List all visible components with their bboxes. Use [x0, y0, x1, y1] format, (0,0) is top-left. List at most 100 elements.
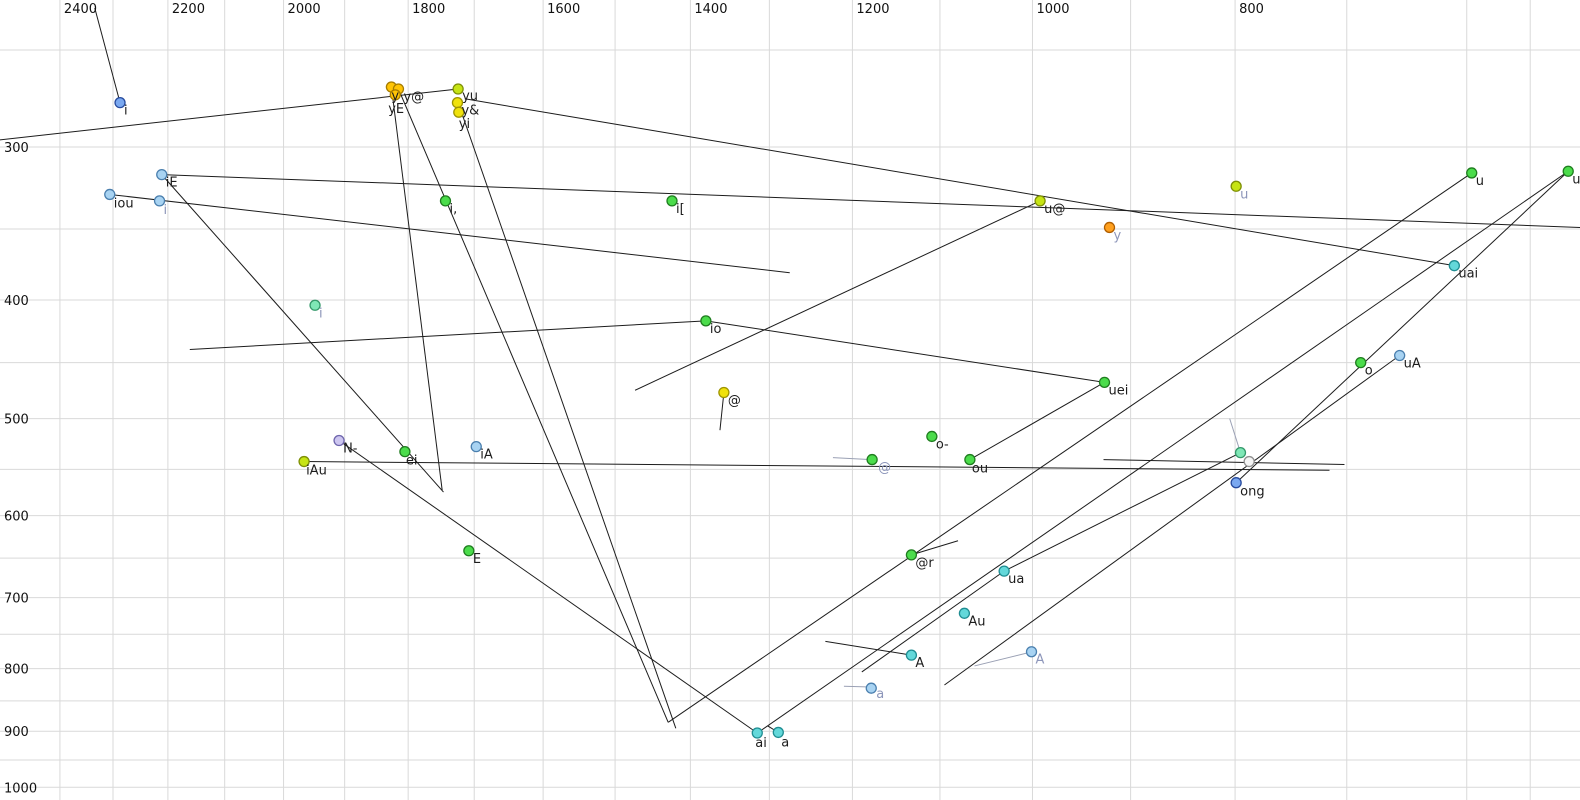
x-axis-tick-label: 2000: [288, 2, 321, 17]
trajectory-line: [825, 640, 912, 656]
trajectory-line-gray: [843, 685, 867, 688]
vowel-point-marker[interactable]: [866, 453, 878, 466]
x-axis-tick-label: 800: [1239, 2, 1264, 17]
vowel-point-marker[interactable]: [1394, 349, 1406, 362]
vowel-point-marker[interactable]: [399, 445, 411, 458]
vowel-point-marker[interactable]: [700, 315, 712, 327]
vowel-point-marker[interactable]: [470, 440, 482, 453]
vowel-point-label: o: [1365, 364, 1373, 379]
vowel-point-label: A: [1036, 653, 1045, 668]
vowel-point-marker[interactable]: [389, 89, 401, 101]
vowel-point-marker[interactable]: [1466, 167, 1478, 179]
trajectory-line: [0, 88, 459, 141]
vowel-point-label: y: [391, 89, 399, 104]
vowel-point-label: ua: [1008, 572, 1024, 587]
x-axis-tick-label: 1800: [412, 2, 445, 17]
vowel-point-marker[interactable]: [1098, 376, 1111, 388]
vowel-point-label: yi: [459, 117, 470, 132]
vowel-point-marker[interactable]: [998, 565, 1010, 577]
x-axis-tick-label: 2200: [172, 2, 205, 17]
vowel-point-marker[interactable]: [865, 682, 877, 694]
y-axis-tick-label: 900: [4, 725, 29, 740]
trajectory-line: [861, 570, 1005, 673]
vowel-point-marker[interactable]: [958, 607, 971, 619]
vowel-point-label: i: [319, 306, 323, 321]
vowel-point-marker[interactable]: [114, 97, 126, 109]
vowel-point-marker[interactable]: [718, 386, 730, 399]
x-axis-tick-label: 1600: [547, 2, 580, 17]
vowel-point-label: y: [1113, 228, 1121, 243]
vowel-point-marker[interactable]: [964, 453, 976, 466]
vowel-point-label: yu: [462, 89, 478, 104]
vowel-point-label: N-: [343, 442, 358, 457]
vowel-point-marker[interactable]: [1230, 477, 1242, 489]
vowel-point-label: i,: [449, 202, 457, 217]
vowel-point-marker[interactable]: [1103, 221, 1116, 234]
vowel-point-marker[interactable]: [463, 545, 475, 557]
vowel-point-marker[interactable]: [333, 434, 345, 447]
vowel-point-label: y@: [403, 90, 424, 105]
vowel-point-marker[interactable]: [1562, 165, 1574, 177]
vowel-point-label: iA: [480, 448, 493, 463]
vowel-point-marker[interactable]: [905, 649, 918, 661]
vowel-point-label: io: [710, 322, 722, 337]
vowel-point-label: u: [1476, 174, 1484, 189]
trajectory-line: [161, 174, 444, 493]
vowel-point-marker[interactable]: [666, 195, 678, 207]
trajectory-line: [189, 320, 706, 350]
vowel-point-label: u@: [1044, 202, 1065, 217]
trajectory-line: [944, 355, 1400, 686]
trajectory-line: [109, 193, 790, 274]
vowel-point-label: ong: [1240, 485, 1264, 500]
vowel-point-marker[interactable]: [298, 455, 310, 468]
vowel-point-label: a: [876, 687, 884, 702]
vowel-point-marker[interactable]: [905, 549, 918, 561]
vowel-point-marker[interactable]: [1230, 180, 1242, 192]
y-axis-tick-label: 300: [4, 141, 29, 156]
trajectory-line: [390, 86, 443, 491]
vowel-point-label: u: [1240, 187, 1248, 202]
vowel-point-label: @r: [915, 556, 934, 571]
trajectory-line: [634, 200, 1041, 391]
vowel-point-marker[interactable]: [104, 188, 116, 201]
trajectory-line: [458, 104, 677, 729]
vowel-point-label: i: [124, 104, 128, 119]
trajectory-line: [719, 392, 725, 431]
vowel-point-marker[interactable]: [439, 195, 452, 207]
vowel-point-marker[interactable]: [153, 195, 166, 207]
vowel-point-marker[interactable]: [1034, 195, 1046, 207]
vowel-point-label: @: [878, 461, 891, 476]
vowel-point-marker[interactable]: [1234, 446, 1247, 459]
vowel-point-marker[interactable]: [1243, 455, 1255, 468]
vowel-point-label: uA: [1404, 356, 1421, 371]
trajectory-line: [464, 98, 1455, 267]
vowel-point-label: y&: [461, 104, 479, 119]
vowel-point-marker[interactable]: [1448, 260, 1460, 272]
vowel-point-label: i: [164, 203, 168, 218]
vowel-point-marker[interactable]: [453, 106, 465, 118]
y-axis-tick-label: 1000: [4, 781, 37, 796]
vowel-point-marker[interactable]: [156, 168, 168, 181]
vowel-point-marker[interactable]: [772, 726, 784, 739]
trajectory-line: [161, 174, 1580, 228]
trajectory-line: [911, 540, 959, 556]
vowel-point-marker[interactable]: [751, 727, 763, 739]
vowel-point-label: E: [473, 552, 481, 567]
x-axis-tick-label: 2400: [64, 2, 97, 17]
vowel-point-label: ei: [406, 454, 418, 469]
trajectory-line: [756, 170, 1569, 734]
y-axis-tick-label: 800: [4, 663, 29, 678]
vowel-point-label: ou: [972, 462, 988, 477]
vowel-point-marker[interactable]: [1355, 356, 1367, 369]
vowel-point-label: uai: [1458, 267, 1478, 282]
trajectory-line-gray: [832, 457, 872, 461]
vowel-point-label: iAu: [306, 464, 327, 479]
vowel-point-marker[interactable]: [309, 299, 321, 311]
vowel-point-marker[interactable]: [1025, 646, 1038, 658]
x-axis-tick-label: 1000: [1036, 2, 1069, 17]
vowel-point-marker[interactable]: [452, 83, 464, 95]
vowel-point-marker[interactable]: [926, 430, 938, 443]
trajectory-line-gray: [974, 651, 1030, 667]
